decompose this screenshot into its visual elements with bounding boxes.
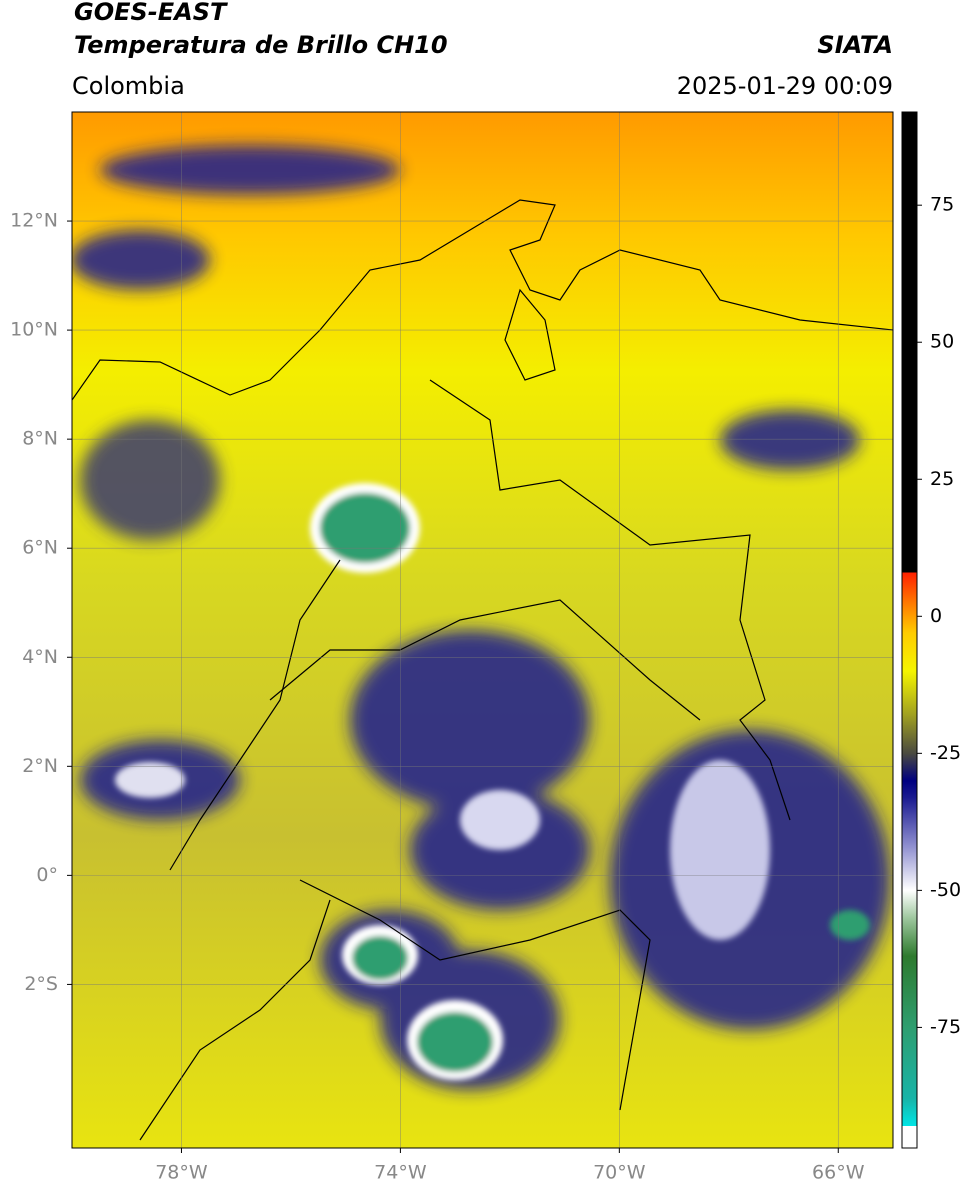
source: SIATA <box>817 31 893 59</box>
x-tick-label: 78°W <box>155 1162 208 1184</box>
y-tick-label: 8°N <box>22 428 58 450</box>
x-tick-label: 70°W <box>593 1162 646 1184</box>
y-tick-label: 4°N <box>22 646 58 668</box>
map-frame <box>71 111 894 1149</box>
colorbar-label: 0 <box>930 605 942 627</box>
region: Colombia <box>72 72 185 100</box>
y-tick-label: 0° <box>36 864 58 886</box>
colorbar-label: -75 <box>930 1016 961 1038</box>
y-tick-label: 10°N <box>10 319 58 341</box>
colorbar-label: -50 <box>930 879 961 901</box>
y-tick-label: 2°S <box>24 973 58 995</box>
satellite: GOES-EAST <box>74 0 228 26</box>
imagery <box>72 112 893 1148</box>
colorbar <box>901 111 918 1149</box>
datetime: 2025-01-29 00:09 <box>677 72 893 100</box>
colorbar-label: 75 <box>930 194 954 216</box>
y-tick-label: 6°N <box>22 537 58 559</box>
product: Temperatura de Brillo CH10 <box>74 31 448 59</box>
colorbar-label: 50 <box>930 331 954 353</box>
x-tick-label: 66°W <box>812 1162 865 1184</box>
colorbar-label: -25 <box>930 742 961 764</box>
y-tick-label: 12°N <box>10 210 58 232</box>
x-tick-label: 74°W <box>374 1162 427 1184</box>
colorbar-label: 25 <box>930 468 954 490</box>
y-tick-label: 2°N <box>22 755 58 777</box>
